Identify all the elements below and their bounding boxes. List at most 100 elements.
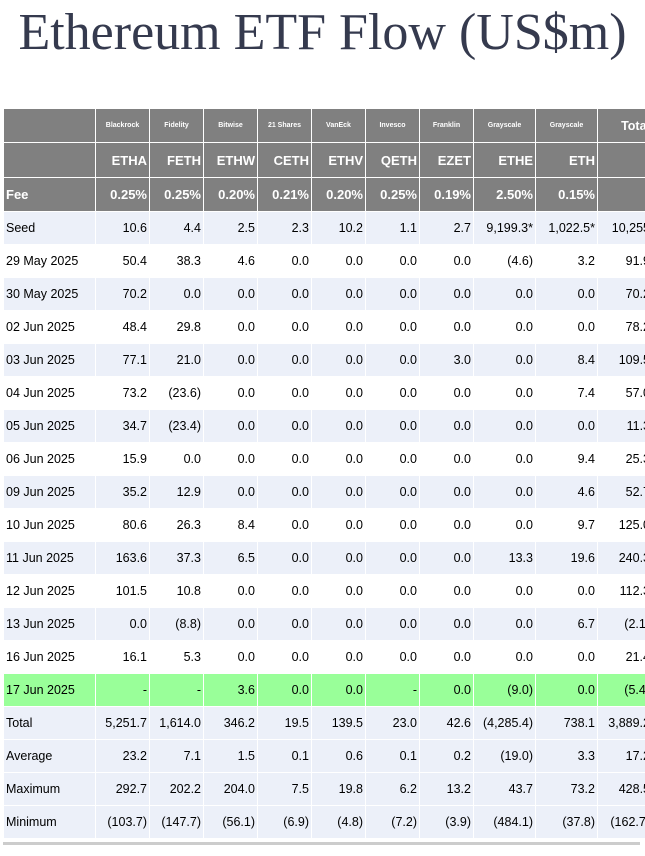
total-header: Total [597,108,645,143]
flow-value: 5.3 [149,640,204,674]
flow-value: 0.0 [419,442,474,476]
flow-value: - [95,673,150,707]
flow-value: 0.0 [535,574,598,608]
summary-value: 0.2 [419,739,474,773]
summary-value: (37.8) [535,805,598,839]
fee-value: 0.25% [95,177,150,212]
flow-value: 0.0 [535,673,598,707]
flow-value: 0.0 [257,508,312,542]
row-label: 12 Jun 2025 [3,574,96,608]
flow-value: 0.0 [311,640,366,674]
flow-value: 2.5 [203,211,258,245]
flow-value: 4.4 [149,211,204,245]
summary-value: 0.6 [311,739,366,773]
summary-value: 292.7 [95,772,150,806]
flow-value: 0.0 [149,277,204,311]
flow-value: 0.0 [311,475,366,509]
fee-value: 0.25% [365,177,420,212]
table-row: 06 Jun 2025 15.9 0.0 0.0 0.0 0.0 0.0 0.0 0.0 9.4 2… [3,442,645,476]
flow-value: 11.3 [597,409,645,443]
table-row: 10 Jun 2025 80.6 26.3 8.4 0.0 0.0 0.0 0.0 0.0 9.7… [3,508,645,542]
table-row: 30 May 2025 70.2 0.0 0.0 0.0 0.0 0.0 0.0 0.0 0.0 7… [3,277,645,311]
flow-value: 0.0 [311,442,366,476]
flow-value: 0.0 [257,541,312,575]
summary-value: 6.2 [365,772,420,806]
flow-value: 0.0 [473,376,536,410]
row-label: 09 Jun 2025 [3,475,96,509]
flow-value: 91.9 [597,244,645,278]
flow-value: 0.0 [257,475,312,509]
flow-value: 0.0 [365,343,420,377]
flow-value: 1.1 [365,211,420,245]
flow-value: 0.0 [257,409,312,443]
flow-value: 52.7 [597,475,645,509]
flow-value: 25.3 [597,442,645,476]
flow-value: 0.0 [311,607,366,641]
summary-value: 7.5 [257,772,312,806]
issuer-header: 21 Shares [257,108,312,143]
ticker-header: ETHE [473,142,536,178]
fee-row: Fee 0.25% 0.25% 0.20% 0.21% 0.20% 0.25% 0.19% 2.… [3,177,645,212]
flow-value: 10.2 [311,211,366,245]
table-row: 04 Jun 2025 73.2 (23.6) 0.0 0.0 0.0 0.0 0.0 0.0 7… [3,376,645,410]
table-row: 16 Jun 2025 16.1 5.3 0.0 0.0 0.0 0.0 0.0 0.0 0.0 2… [3,640,645,674]
summary-value: 19.8 [311,772,366,806]
row-label: 30 May 2025 [3,277,96,311]
flow-value: 0.0 [203,376,258,410]
issuer-header: Invesco [365,108,420,143]
flow-value: (8.8) [149,607,204,641]
flow-value: 0.0 [365,541,420,575]
row-label: 11 Jun 2025 [3,541,96,575]
row-label: 03 Jun 2025 [3,343,96,377]
flow-value: 21.4 [597,640,645,674]
summary-value: (4,285.4) [473,706,536,740]
fee-total-cell [597,177,645,212]
flow-value: 2.3 [257,211,312,245]
flow-value: 37.3 [149,541,204,575]
flow-value: 38.3 [149,244,204,278]
flow-value: 0.0 [203,442,258,476]
summary-row: Minimum (103.7) (147.7) (56.1) (6.9) (4.8) (7.… [3,805,645,839]
flow-value: 0.0 [473,277,536,311]
flow-value: 0.0 [311,277,366,311]
summary-label: Average [3,739,96,773]
flow-value: 0.0 [257,244,312,278]
flow-value: 0.0 [311,508,366,542]
summary-value: 23.0 [365,706,420,740]
summary-value: (56.1) [203,805,258,839]
table-row: 09 Jun 2025 35.2 12.9 0.0 0.0 0.0 0.0 0.0 0.0 4.6… [3,475,645,509]
flow-value: 73.2 [95,376,150,410]
flow-value: - [149,673,204,707]
flow-value: 0.0 [473,442,536,476]
flow-value: 0.0 [311,541,366,575]
flow-value: 0.0 [95,607,150,641]
table-row: 11 Jun 2025 163.6 37.3 6.5 0.0 0.0 0.0 0.0 13.3 1… [3,541,645,575]
flow-value: 26.3 [149,508,204,542]
flow-value: 0.0 [535,409,598,443]
flow-value: 0.0 [311,310,366,344]
table-row: 17 Jun 2025--3.60.00.0-0.0(9.0)0.0(5.4) [3,673,645,707]
flow-value: 0.0 [419,673,474,707]
flow-value: 0.0 [311,409,366,443]
flow-value: 4.6 [535,475,598,509]
fee-value: 0.25% [149,177,204,212]
row-label: 06 Jun 2025 [3,442,96,476]
flow-value: 70.2 [95,277,150,311]
flow-value: 77.1 [95,343,150,377]
issuer-header: Bitwise [203,108,258,143]
flow-value: 0.0 [419,277,474,311]
row-label: 04 Jun 2025 [3,376,96,410]
flow-value: 0.0 [365,310,420,344]
flow-value: 0.0 [473,409,536,443]
flow-value: 109.5 [597,343,645,377]
flow-value: 9,199.3* [473,211,536,245]
flow-value: 0.0 [203,607,258,641]
flow-value: (23.6) [149,376,204,410]
flow-value: 10.8 [149,574,204,608]
flow-value: 9.7 [535,508,598,542]
issuer-header: VanEck [311,108,366,143]
flow-value: 0.0 [257,673,312,707]
flow-value: 0.0 [473,508,536,542]
flow-value: 10.6 [95,211,150,245]
table-row: 05 Jun 2025 34.7 (23.4) 0.0 0.0 0.0 0.0 0.0 0.0 0… [3,409,645,443]
